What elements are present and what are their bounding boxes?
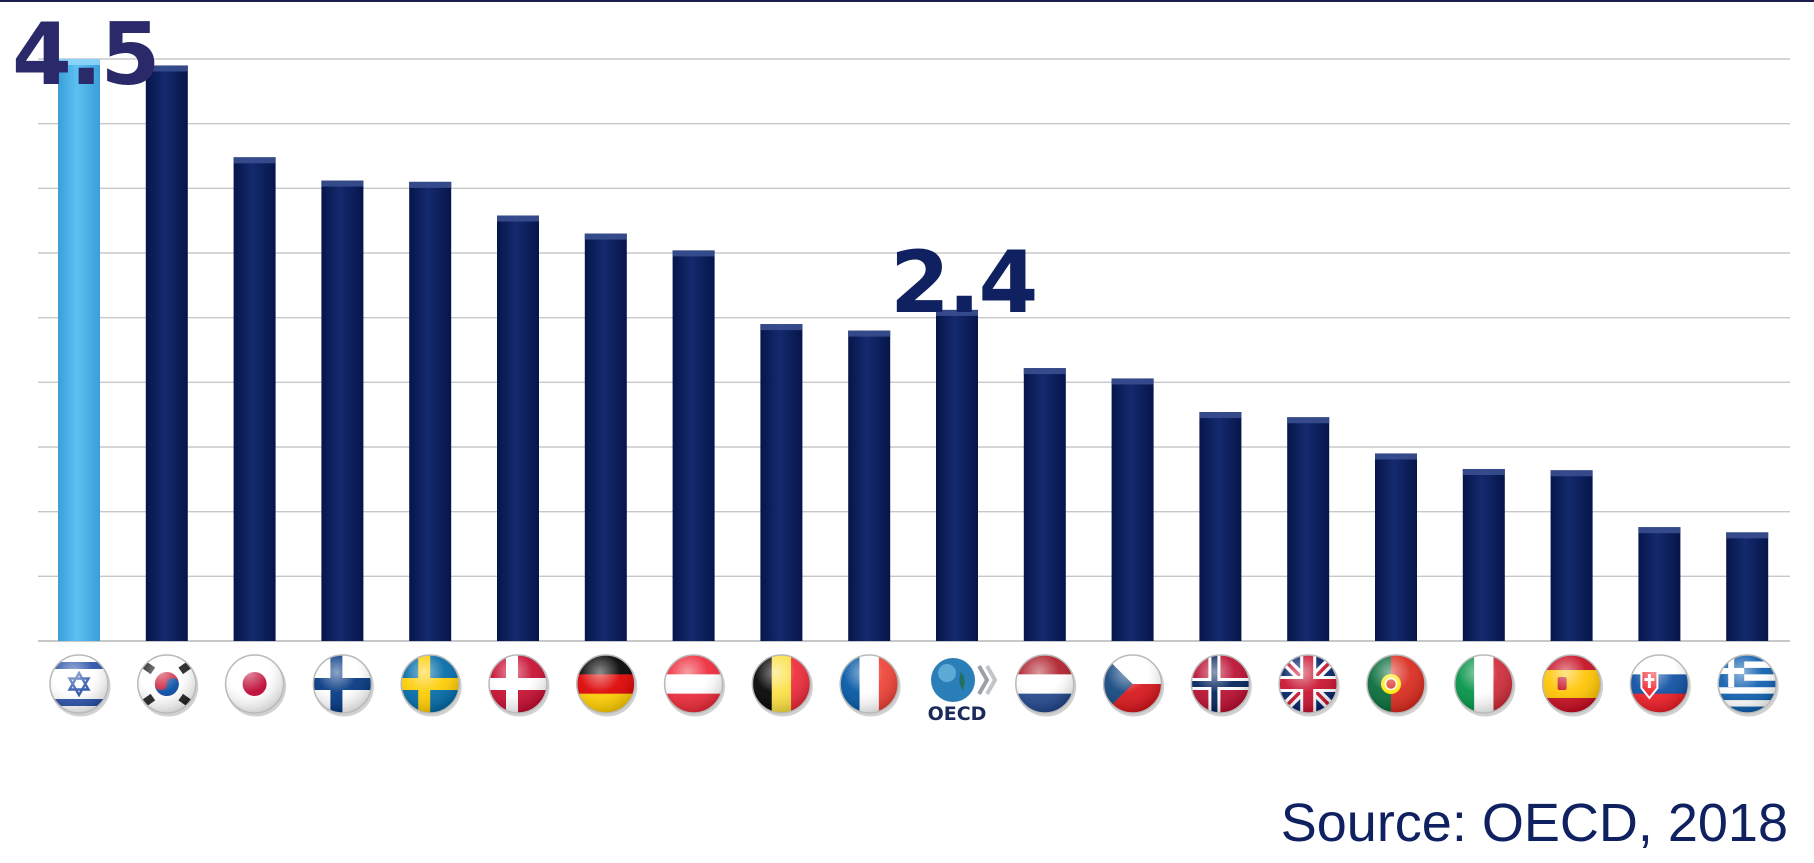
- bar-korea: [145, 65, 188, 641]
- bar-israel: [58, 59, 100, 641]
- bar-cap: [1111, 378, 1154, 385]
- bar-netherlands: [1023, 368, 1066, 641]
- source-note: Source: OECD, 2018: [1280, 793, 1788, 853]
- bar-cap: [1462, 468, 1505, 475]
- bar-cap: [848, 330, 891, 337]
- bar-cap: [321, 180, 364, 187]
- bar-spain: [1550, 470, 1593, 641]
- bar-cap: [936, 309, 978, 316]
- bar-cap: [497, 215, 539, 222]
- bar-slovakia: [1638, 527, 1681, 641]
- bar-japan: [233, 157, 276, 641]
- flag-czech-republic: [1102, 654, 1165, 717]
- bars: [58, 59, 1769, 641]
- flag-norway: [1190, 654, 1252, 717]
- flag-portugal: [1366, 654, 1428, 717]
- bar-cap: [760, 324, 803, 331]
- bar-united-kingdom: [1287, 417, 1330, 641]
- bar-finland: [321, 180, 364, 641]
- flag-france: [839, 654, 901, 717]
- bar-portugal: [1375, 453, 1417, 641]
- country-flags: OECD: [49, 654, 1779, 725]
- flag-belgium: [751, 654, 813, 717]
- bar-cap: [584, 233, 627, 240]
- flag-spain: [1541, 654, 1604, 717]
- bar-cap: [233, 157, 276, 164]
- flag-slovakia: [1629, 654, 1691, 717]
- flag-netherlands: [1015, 654, 1077, 717]
- bar-germany: [584, 233, 627, 641]
- flag-finland: [312, 654, 374, 717]
- bar-cap: [1638, 527, 1681, 534]
- flag-united-kingdom: [1278, 654, 1340, 717]
- bar-france: [848, 330, 891, 641]
- flag-greece: [1717, 654, 1779, 717]
- bar-cap: [1199, 412, 1242, 419]
- bar-austria: [672, 250, 715, 641]
- bar-cap: [1550, 470, 1593, 477]
- bar-belgium: [760, 324, 803, 641]
- callout-oecd-value: 2.4: [890, 233, 1038, 333]
- gridlines: [38, 58, 1790, 642]
- flag-japan: [224, 654, 287, 717]
- oecd-label: OECD: [928, 703, 987, 725]
- flag-austria: [663, 654, 726, 717]
- flag-korea: [137, 654, 199, 717]
- bar-cap: [1287, 417, 1330, 424]
- bar-norway: [1199, 412, 1242, 641]
- top-border: [0, 0, 1814, 2]
- flag-italy: [1454, 654, 1516, 717]
- flag-israel: [49, 654, 111, 717]
- bar-cap: [145, 65, 188, 72]
- bar-greece: [1726, 532, 1769, 641]
- bar-denmark: [497, 215, 539, 641]
- bar-italy: [1462, 468, 1505, 641]
- flag-denmark: [488, 654, 550, 717]
- bar-cap: [1375, 453, 1417, 460]
- flag-germany: [576, 654, 638, 717]
- bar-czech-republic: [1111, 378, 1154, 641]
- bar-cap: [672, 250, 715, 257]
- bar-cap: [1726, 532, 1769, 539]
- bar-cap: [58, 59, 100, 65]
- bar-sweden: [409, 181, 452, 641]
- oecd-logo: OECD: [928, 658, 998, 725]
- flag-sweden: [400, 654, 462, 717]
- bar-cap: [409, 181, 452, 188]
- callout-highest-value: 4.5: [12, 5, 160, 105]
- bar-cap: [1023, 368, 1066, 375]
- bar-oecd: [936, 309, 978, 641]
